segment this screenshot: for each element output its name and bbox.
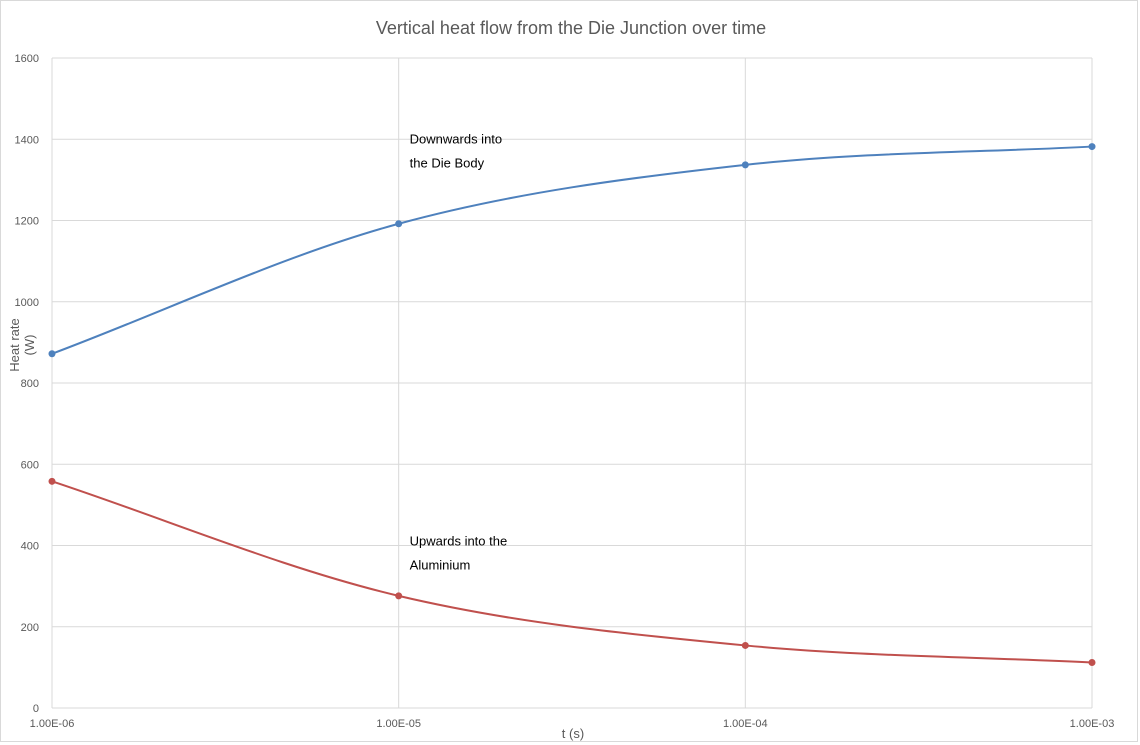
- annotation-line: Upwards into the: [410, 534, 508, 549]
- series-1-point: [48, 350, 56, 358]
- annotation-1: Downwards into the Die Body: [410, 131, 503, 170]
- x-tick-label: 1.00E-05: [376, 718, 421, 730]
- y-tick-label: 200: [21, 622, 39, 634]
- chart-title: Vertical heat flow from the Die Junction…: [376, 18, 766, 38]
- series-2-point: [395, 592, 403, 600]
- annotation-line: Downwards into: [410, 131, 503, 146]
- y-axis-ticks: 0 200 400 600 800 1000 1200 1400 1600: [15, 53, 39, 715]
- y-tick-label: 1400: [15, 134, 39, 146]
- series-2-point: [741, 641, 749, 649]
- series-2-point: [48, 477, 56, 485]
- series-1-point: [395, 220, 403, 228]
- series-line-2: [51, 480, 1093, 664]
- grid: [51, 57, 1093, 709]
- y-tick-label: 1600: [15, 53, 39, 65]
- x-tick-label: 1.00E-03: [1070, 718, 1115, 730]
- y-axis-label-line-1: Heat rate: [7, 318, 22, 371]
- annotations: Downwards into the Die Body Upwards into t…: [410, 131, 508, 572]
- series-1-point: [741, 161, 749, 169]
- annotation-2: Upwards into the Aluminium: [410, 534, 508, 573]
- annotation-line: Aluminium: [410, 558, 471, 573]
- series-line-1: [51, 145, 1093, 355]
- y-axis-label: Heat rate (W): [7, 318, 37, 371]
- y-tick-label: 0: [33, 703, 39, 715]
- x-tick-label: 1.00E-04: [723, 718, 768, 730]
- annotation-line: the Die Body: [410, 155, 485, 170]
- series-1-point: [1088, 143, 1096, 151]
- x-axis-ticks: 1.00E-06 1.00E-05 1.00E-04 1.00E-03: [30, 718, 1115, 730]
- y-axis-label-line-2: (W): [22, 335, 37, 356]
- y-tick-label: 800: [21, 378, 39, 390]
- y-tick-label: 400: [21, 541, 39, 553]
- x-tick-label: 1.00E-06: [30, 718, 75, 730]
- series-lines: [48, 143, 1096, 666]
- y-tick-label: 1000: [15, 297, 39, 309]
- x-axis-label: t (s): [562, 726, 584, 741]
- y-tick-label: 600: [21, 459, 39, 471]
- y-tick-label: 1200: [15, 216, 39, 228]
- series-2-point: [1088, 659, 1096, 666]
